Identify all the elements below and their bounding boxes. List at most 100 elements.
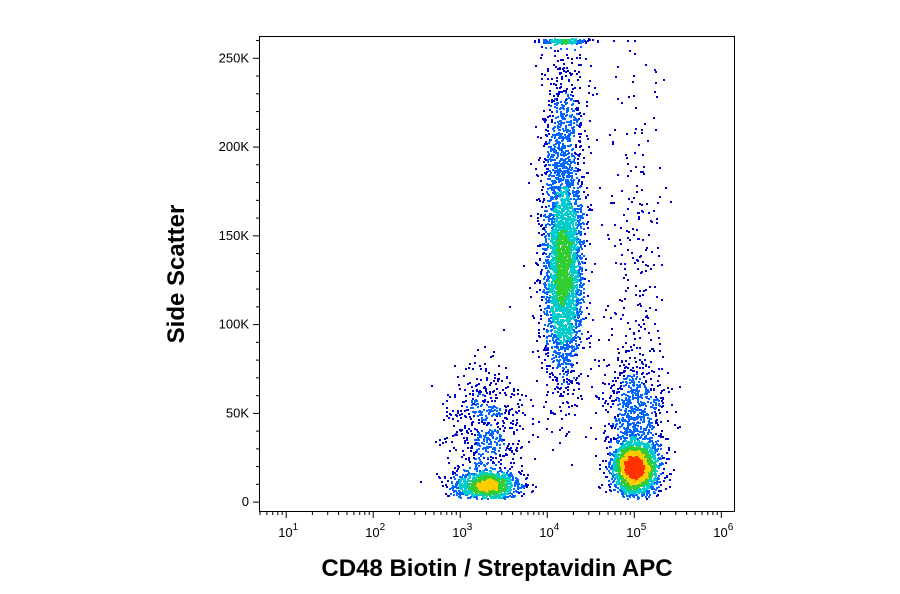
event-dot [654, 447, 656, 449]
event-dot [557, 254, 559, 256]
event-dot [548, 264, 550, 266]
event-dot [562, 353, 564, 355]
event-dot [561, 238, 563, 240]
event-dot [512, 458, 514, 460]
event-dot [575, 324, 577, 326]
event-dot [577, 162, 579, 164]
event-dot [536, 199, 538, 201]
event-dot [570, 249, 572, 251]
event-dot [559, 268, 561, 270]
event-dot [537, 245, 539, 247]
event-dot [585, 269, 587, 271]
event-dot [532, 405, 534, 407]
event-dot [562, 139, 564, 141]
event-dot [565, 214, 567, 216]
event-dot [651, 444, 653, 446]
event-dot [520, 457, 522, 459]
event-dot [562, 376, 564, 378]
event-dot [509, 477, 511, 479]
event-dot [478, 477, 480, 479]
event-dot [557, 95, 559, 97]
event-dot [579, 275, 581, 277]
event-dot [579, 76, 581, 78]
event-dot [532, 423, 534, 425]
event-dot [546, 336, 548, 338]
event-dot [586, 338, 588, 340]
event-dot [591, 271, 593, 273]
event-dot [575, 353, 577, 355]
event-dot [567, 360, 569, 362]
event-dot [456, 431, 458, 433]
event-dot [567, 280, 569, 282]
event-dot [467, 473, 469, 475]
event-dot [462, 464, 464, 466]
event-dot [558, 244, 560, 246]
event-dot [494, 374, 496, 376]
event-dot [451, 481, 453, 483]
event-dot [550, 265, 552, 267]
event-dot [563, 155, 565, 157]
event-dot [555, 194, 557, 196]
event-dot [564, 267, 566, 269]
event-dot [545, 298, 547, 300]
event-dot [543, 110, 545, 112]
event-dot [471, 484, 473, 486]
event-dot [455, 433, 457, 435]
event-dot [516, 422, 518, 424]
event-dot [509, 306, 511, 308]
event-dot [549, 158, 551, 160]
event-dot [565, 255, 567, 257]
event-dot [466, 493, 468, 495]
event-dot [550, 146, 552, 148]
event-dot [579, 268, 581, 270]
event-dot [559, 223, 561, 225]
event-dot [541, 362, 543, 364]
event-dot [566, 205, 568, 207]
event-dot [539, 157, 541, 159]
event-dot [556, 377, 558, 379]
event-dot [580, 217, 582, 219]
event-dot [566, 294, 568, 296]
event-dot [544, 292, 546, 294]
event-dot [567, 383, 569, 385]
event-dot [567, 57, 569, 59]
event-dot [490, 443, 492, 445]
event-dot [568, 199, 570, 201]
event-dot [471, 404, 473, 406]
event-dot [545, 134, 547, 136]
event-dot [498, 484, 500, 486]
event-dot [493, 493, 495, 495]
event-dot [566, 305, 568, 307]
event-dot [549, 109, 551, 111]
event-dot [511, 466, 513, 468]
event-dot [549, 253, 551, 255]
event-dot [544, 210, 546, 212]
event-dot [557, 147, 559, 149]
event-dot [562, 179, 564, 181]
event-dot [548, 217, 550, 219]
event-dot [567, 372, 569, 374]
event-dot [547, 161, 549, 163]
event-dot [528, 441, 530, 443]
event-dot [551, 236, 553, 238]
event-dot [470, 407, 472, 409]
event-dot [485, 497, 487, 499]
event-dot [563, 381, 565, 383]
event-dot [492, 437, 494, 439]
event-dot [562, 107, 564, 109]
event-dot [566, 131, 568, 133]
event-dot [493, 390, 495, 392]
event-dot [484, 363, 486, 365]
event-dot [570, 239, 572, 241]
event-dot [554, 269, 556, 271]
event-dot [552, 392, 554, 394]
event-dot [457, 376, 459, 378]
event-dot [545, 164, 547, 166]
event-dot [543, 198, 545, 200]
event-dot [547, 259, 549, 261]
event-dot [576, 377, 578, 379]
event-dot [558, 132, 560, 134]
event-dot [568, 243, 570, 245]
event-dot [494, 430, 496, 432]
event-dot [467, 442, 469, 444]
